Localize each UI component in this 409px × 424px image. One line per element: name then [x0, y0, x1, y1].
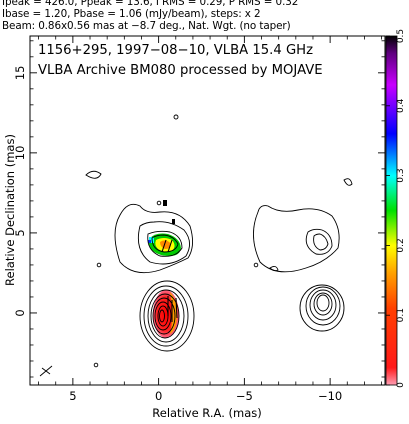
beam-marker: [39, 365, 53, 377]
core-contour-2: [143, 285, 189, 347]
pol-noise-contour-3: [253, 262, 259, 268]
y-tick-label: 10: [13, 146, 27, 161]
jet-pol-patch-cyan: [149, 237, 154, 243]
jet-evpa-2: [167, 239, 173, 253]
right-panel-polarized-intensity: [253, 178, 353, 332]
jet-pol-patch-orange: [160, 240, 171, 249]
core-evpa-2: [175, 297, 178, 319]
jet-contour-outer: [114, 203, 193, 274]
colorbar-tick-label: 0.3: [396, 168, 406, 182]
core-contour-8: [159, 309, 165, 323]
jet-knot-marker-2: [172, 219, 175, 224]
jet-contour-mid: [137, 221, 190, 265]
colorbar-tick-label: 0.5: [396, 29, 406, 43]
pol-core-contour-1: [299, 284, 345, 332]
noise-contour-4: [85, 170, 102, 179]
noise-contour-2: [96, 262, 102, 268]
header-line-3: Beam: 0.86x0.56 mas at −8.7 deg., Nat. W…: [2, 20, 291, 32]
jet-contour-inner: [147, 230, 183, 257]
y-tick-label: 15: [13, 66, 27, 81]
header-line-1: Ipeak = 426.0, Ppeak = 13.6, I RMS = 0.2…: [2, 0, 299, 8]
header-line-2: Ibase = 1.20, Pbase = 1.06 (mJy/beam), s…: [2, 8, 261, 20]
colorbar-tick-label: 0.4: [396, 98, 406, 113]
jet-knot-marker-3: [156, 200, 162, 206]
core-contour-1: [139, 280, 195, 352]
pol-jet-contour-inner: [305, 228, 333, 255]
pol-core-contour-3: [309, 289, 337, 321]
left-panel-total-intensity: [85, 114, 195, 368]
pol-jet-contour-outer: [253, 205, 340, 273]
colorbar-ticks: 0 0.1 0.2 0.3 0.4 0.5: [386, 29, 406, 388]
pol-jet-contour-inner-2: [313, 233, 329, 251]
x-axis-ticks: 5 0 −5 −10: [38, 36, 382, 403]
y-axis-ticks: 0 5 10 15: [13, 40, 385, 378]
x-tick-label: −10: [318, 389, 342, 403]
colorbar-tick-label: 0: [396, 382, 406, 388]
colorbar: [385, 35, 398, 386]
jet-contour-inner-2: [151, 234, 179, 253]
jet-pol-patch-blue: [148, 240, 151, 243]
core-contour-3: [147, 289, 185, 343]
core-contour-5: [152, 297, 176, 335]
core-contour-4: [150, 293, 180, 339]
map-content: [39, 114, 353, 377]
y-tick-label: 5: [13, 229, 27, 236]
jet-evpa-1: [161, 239, 167, 253]
pol-noise-contour-2: [269, 265, 279, 272]
plot-subtitle: VLBA Archive BM080 processed by MOJAVE: [38, 63, 323, 78]
pol-core-contour-4: [313, 292, 333, 316]
noise-contour-3: [93, 362, 99, 368]
x-axis-title: Relative R.A. (mas): [152, 406, 261, 420]
core-contour-6: [154, 301, 172, 331]
plot-frame: [29, 35, 386, 386]
y-axis-title: Relative Declination (mas): [3, 134, 17, 286]
noise-contour-1: [173, 114, 179, 120]
plot-title: 1156+295, 1997−08−10, VLBA 15.4 GHz: [38, 43, 313, 58]
jet-knot-marker-1: [163, 200, 167, 206]
x-tick-label: −5: [236, 389, 253, 403]
x-tick-label: 5: [69, 389, 76, 403]
colorbar-tick-label: 0.1: [396, 308, 406, 322]
pol-noise-contour-1: [343, 178, 353, 186]
x-tick-label: 0: [155, 389, 162, 403]
pol-core-contour-2: [305, 286, 341, 326]
colorbar-tick-label: 0.2: [396, 238, 406, 252]
y-tick-label: 0: [13, 309, 27, 316]
pol-core-contour-5: [316, 294, 330, 312]
